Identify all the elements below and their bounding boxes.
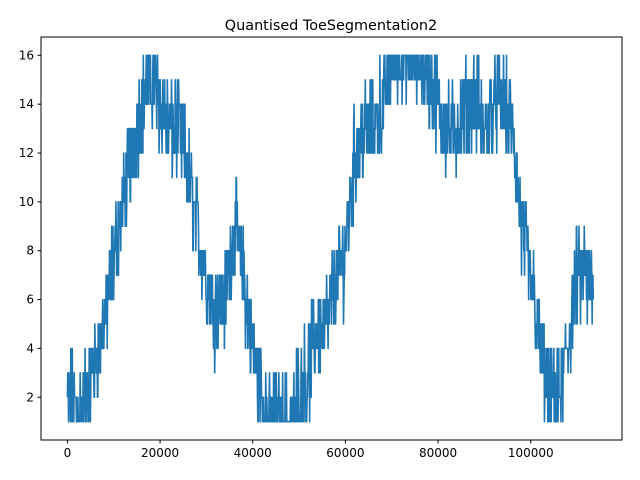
chart-title: Quantised ToeSegmentation2 xyxy=(225,18,437,34)
plot-frame xyxy=(40,36,623,441)
x-tick-label: 60000 xyxy=(326,446,364,460)
y-tick-label: 16 xyxy=(19,48,34,62)
series-layer xyxy=(66,54,595,423)
y-tick-label: 6 xyxy=(26,293,34,307)
y-tick-label: 8 xyxy=(26,244,34,258)
series-line xyxy=(66,54,595,423)
y-tick-label: 2 xyxy=(26,390,34,404)
x-tick-label: 20000 xyxy=(141,446,179,460)
x-tick-label: 100000 xyxy=(508,446,554,460)
y-tick-label: 12 xyxy=(19,146,34,160)
y-tick-label: 14 xyxy=(19,97,34,111)
x-tick-label: 0 xyxy=(64,446,72,460)
y-tick-label: 10 xyxy=(19,195,34,209)
x-tick-label: 40000 xyxy=(234,446,272,460)
y-tick-label: 4 xyxy=(26,341,34,355)
x-tick-label: 80000 xyxy=(419,446,457,460)
axes: 0 20000 40000 60000 80000 100000 2 4 6 8 10 12 14 16 xyxy=(19,36,623,460)
